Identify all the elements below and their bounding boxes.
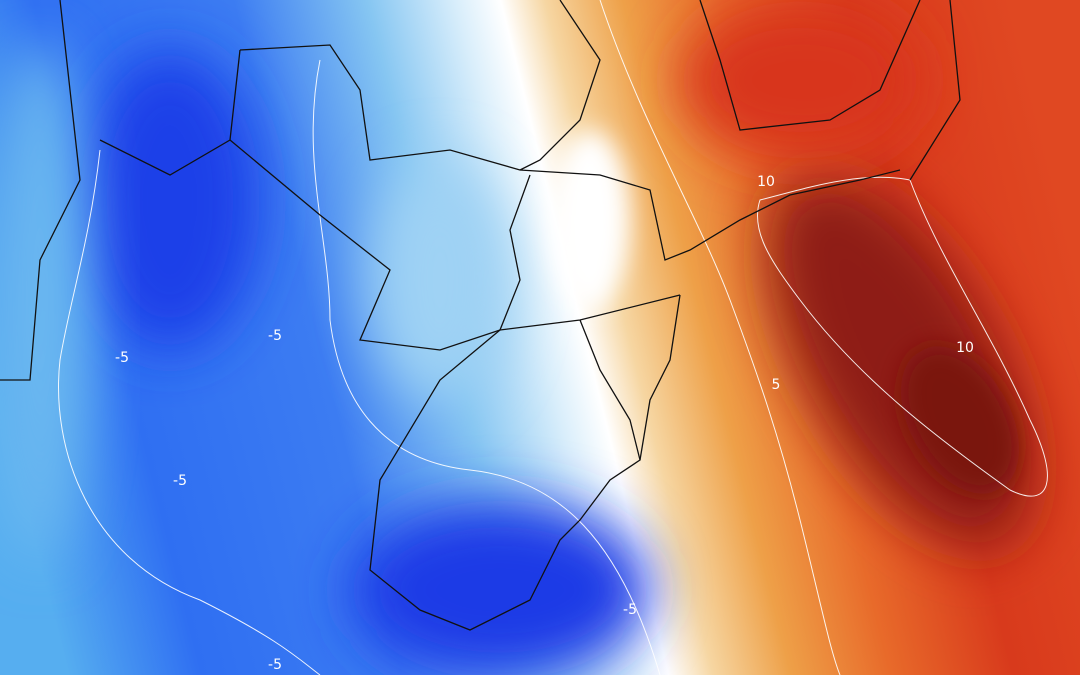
borders <box>0 0 961 631</box>
contour-label: -5 <box>173 473 187 489</box>
contour-label: -5 <box>268 657 282 673</box>
contour-label: -5 <box>268 328 282 344</box>
contour-label: 10 <box>956 340 974 356</box>
contour-label: 5 <box>772 377 781 393</box>
contour-label: 10 <box>757 174 775 190</box>
contour-label: -5 <box>623 602 637 618</box>
contour-lines <box>58 0 1048 675</box>
contour-labels: 10 10 5 -5 -5 -5 -5 -5 <box>115 174 974 673</box>
contour-label: -5 <box>115 350 129 366</box>
